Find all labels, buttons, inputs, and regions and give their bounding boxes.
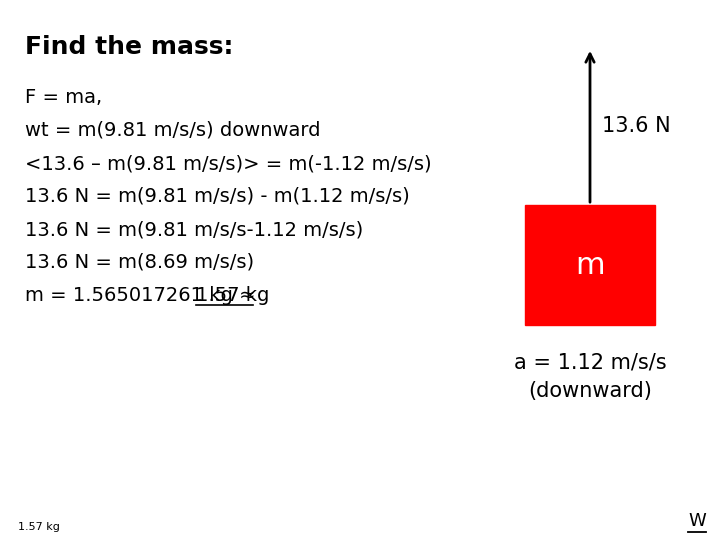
Text: F = ma,: F = ma, (25, 88, 102, 107)
Text: 13.6 N: 13.6 N (602, 117, 670, 137)
Text: wt = m(9.81 m/s/s) downward: wt = m(9.81 m/s/s) downward (25, 121, 320, 140)
Text: 13.6 N = m(8.69 m/s/s): 13.6 N = m(8.69 m/s/s) (25, 253, 254, 272)
Text: 1.57 kg: 1.57 kg (196, 286, 269, 305)
Bar (525, 205, 655, 325)
Text: W: W (688, 512, 706, 530)
Text: 13.6 N = m(9.81 m/s/s-1.12 m/s/s): 13.6 N = m(9.81 m/s/s-1.12 m/s/s) (25, 220, 364, 239)
Text: 1.57 kg: 1.57 kg (18, 522, 60, 532)
Text: m: m (575, 251, 605, 280)
Text: <13.6 – m(9.81 m/s/s)> = m(-1.12 m/s/s): <13.6 – m(9.81 m/s/s)> = m(-1.12 m/s/s) (25, 154, 431, 173)
Text: (downward): (downward) (528, 381, 652, 401)
Text: Find the mass:: Find the mass: (25, 35, 233, 59)
Text: 13.6 N = m(9.81 m/s/s) - m(1.12 m/s/s): 13.6 N = m(9.81 m/s/s) - m(1.12 m/s/s) (25, 187, 410, 206)
Text: m = 1.565017261 kg ≈: m = 1.565017261 kg ≈ (25, 286, 262, 305)
Text: a = 1.12 m/s/s: a = 1.12 m/s/s (513, 353, 666, 373)
